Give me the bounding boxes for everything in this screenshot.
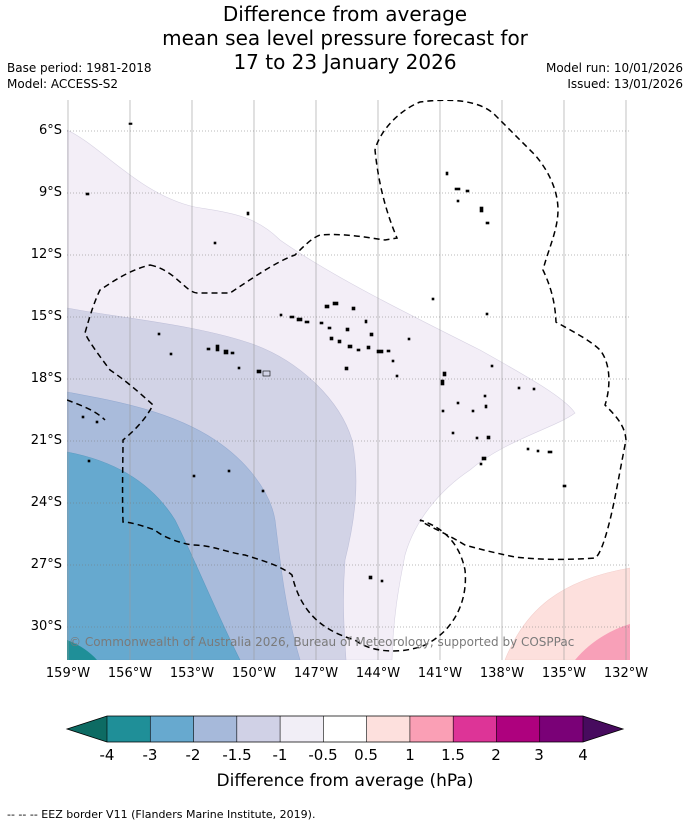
- map-gridlines: [67, 100, 630, 660]
- colorbar-tick-label: 1.5: [441, 746, 465, 764]
- colorbar-cell: [280, 716, 324, 742]
- lat-label-18s: 18°S: [30, 371, 62, 386]
- colorbar-title: Difference from average (hPa): [216, 771, 474, 791]
- colorbar-cells: [107, 716, 584, 742]
- map-plot-area: [67, 100, 630, 660]
- colorbar-over-arrow: [583, 716, 623, 742]
- colorbar-tick-label: -3: [142, 746, 158, 764]
- contour-band-minus-2: [67, 451, 241, 660]
- colorbar-cell: [539, 716, 584, 742]
- lon-label-150w: 150°W: [231, 666, 277, 681]
- lat-label-27s: 27°S: [30, 557, 62, 572]
- lat-label-30s: 30°S: [30, 619, 62, 634]
- title-line-3: 17 to 23 January 2026: [233, 50, 457, 74]
- lat-label-15s: 15°S: [30, 309, 62, 324]
- contour-band-plus-1: [575, 624, 630, 660]
- lon-label-159w: 159°W: [45, 666, 91, 681]
- lon-label-147w: 147°W: [293, 666, 339, 681]
- model-run: Model run: 10/01/2026: [545, 61, 683, 75]
- colorbar-cell: [236, 716, 281, 742]
- lon-label-153w: 153°W: [169, 666, 215, 681]
- issued-date: Issued: 13/01/2026: [567, 77, 683, 91]
- title-line-2: mean sea level pressure forecast for: [162, 26, 528, 50]
- colorbar-tick-marks: [106, 716, 584, 742]
- eez-border-cook-islands: [84, 100, 627, 652]
- lat-label-24s: 24°S: [30, 495, 62, 510]
- colorbar-cell: [150, 716, 194, 742]
- colorbar-tick-label: -0.5: [308, 746, 338, 764]
- colorbar-under-arrow: [67, 716, 107, 742]
- lon-label-138w: 138°W: [479, 666, 525, 681]
- colorbar-cell: [193, 716, 238, 742]
- colorbar-tick-label: -1.5: [222, 746, 252, 764]
- lon-label-135w: 135°W: [541, 666, 587, 681]
- colorbar-tick-label: -4: [99, 746, 115, 764]
- colorbar-cell: [323, 716, 367, 742]
- colorbar-tick-label: 4: [578, 746, 588, 764]
- lon-label-144w: 144°W: [355, 666, 401, 681]
- colorbar: [65, 715, 625, 743]
- colorbar-tick-label: -1: [272, 746, 288, 764]
- colorbar-tick-label: 0.5: [354, 746, 378, 764]
- model-name: Model: ACCESS-S2: [7, 77, 119, 91]
- map-title: Difference from average mean sea level p…: [0, 2, 690, 74]
- meta-left: Base period: 1981-2018 Model: ACCESS-S2: [7, 60, 152, 92]
- colorbar-cell: [453, 716, 497, 742]
- lon-label-141w: 141°W: [417, 666, 463, 681]
- colorbar-cell: [366, 716, 411, 742]
- lat-label-9s: 9°S: [38, 185, 62, 200]
- islands: [81, 122, 567, 583]
- base-period: Base period: 1981-2018: [7, 61, 152, 75]
- colorbar-tick-label: -2: [185, 746, 201, 764]
- lat-label-21s: 21°S: [30, 433, 62, 448]
- colorbar-cell: [409, 716, 454, 742]
- contour-band-minus-3: [67, 640, 97, 660]
- lon-label-156w: 156°W: [107, 666, 153, 681]
- colorbar-tick-label: 2: [491, 746, 501, 764]
- colorbar-tick-label: 1: [405, 746, 415, 764]
- copyright-notice: © Commonwealth of Australia 2026, Bureau…: [69, 635, 575, 649]
- contour-band-plus-0.5: [504, 567, 630, 660]
- title-line-1: Difference from average: [222, 2, 468, 26]
- eez-footnote: -- -- -- EEZ border V11 (Flanders Marine…: [7, 808, 316, 821]
- colorbar-cell: [107, 716, 151, 742]
- eez-border-west-edge: [67, 399, 106, 421]
- meta-right: Model run: 10/01/2026 Issued: 13/01/2026: [546, 60, 683, 92]
- colorbar-tick-label: 3: [534, 746, 544, 764]
- colorbar-cell: [496, 716, 541, 742]
- lon-label-132w: 132°W: [603, 666, 649, 681]
- lat-label-12s: 12°S: [30, 247, 62, 262]
- lat-label-6s: 6°S: [38, 123, 62, 138]
